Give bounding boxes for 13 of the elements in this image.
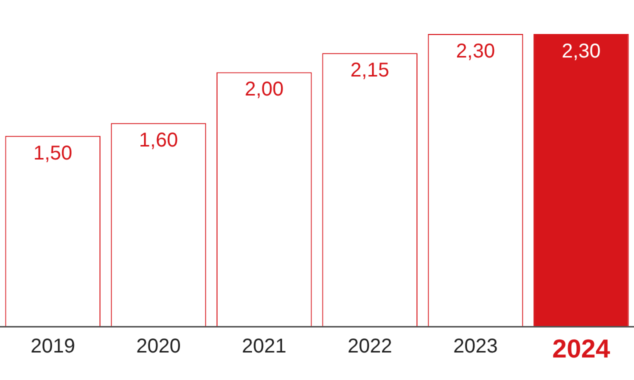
x-tick-label: 2024 [552,334,611,364]
x-tick-label: 2023 [453,335,498,358]
x-tick-label: 2020 [136,335,181,358]
data-label: 2,30 [562,40,601,63]
data-label: 1,50 [33,142,72,164]
data-label: 1,60 [139,130,178,152]
x-tick-label: 2022 [348,335,392,358]
data-label: 2,00 [244,78,284,101]
x-tick-label: 2021 [242,335,286,358]
data-label: 2,30 [456,40,495,63]
bar [534,34,629,327]
x-tick-label: 2019 [30,335,76,358]
data-label: 2,15 [350,60,390,82]
